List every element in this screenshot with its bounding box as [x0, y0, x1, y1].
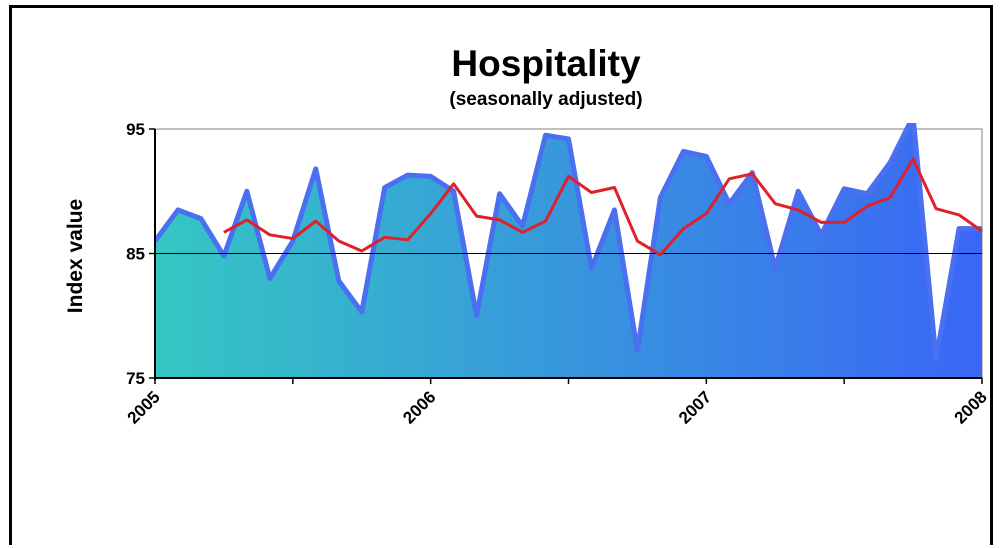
- x-tick-label: 2005: [124, 387, 164, 427]
- area-series-outline: [155, 123, 982, 362]
- y-tick-label: 95: [126, 120, 145, 139]
- x-tick-label: 2008: [951, 387, 991, 427]
- x-tick-label: 2006: [399, 387, 439, 427]
- y-tick-label: 75: [126, 369, 145, 388]
- y-tick-label: 85: [126, 245, 145, 264]
- chart-frame: Hospitality (seasonally adjusted) Index …: [9, 5, 993, 545]
- chart-title: Hospitality: [451, 43, 641, 84]
- plot-area: 75 85 95 2005 2006 2007 2008: [124, 120, 991, 428]
- chart-subtitle: (seasonally adjusted): [449, 89, 642, 110]
- hospitality-chart: Hospitality (seasonally adjusted) Index …: [64, 43, 991, 428]
- y-axis-label: Index value: [64, 199, 87, 313]
- moving-average-line: [223, 157, 983, 257]
- x-tick-label: 2007: [675, 387, 715, 427]
